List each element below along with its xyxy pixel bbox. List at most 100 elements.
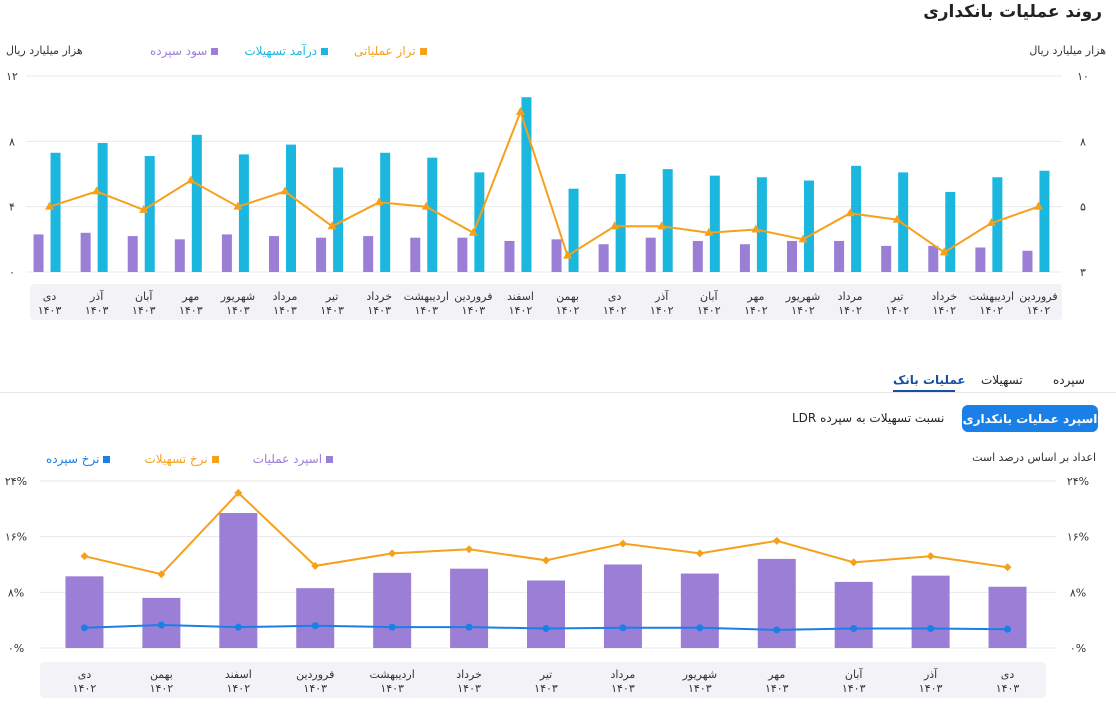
bar-deposit-profit [598, 244, 609, 272]
y-tick-label: ۴ [9, 201, 15, 214]
y-tick-label-right: ۸% [1070, 586, 1086, 599]
x-tick-label: بهمن [556, 290, 579, 303]
x-tick-label: خرداد [366, 290, 392, 303]
point-deposit-rate [465, 623, 473, 631]
bar-deposit-profit [551, 239, 562, 272]
point-operating-balance [751, 224, 761, 233]
x-tick-label-year: ۱۴۰۲ [556, 304, 580, 317]
x-tick-label-year: ۱۴۰۳ [996, 682, 1020, 695]
chart1-svg: ۰ ۳۴ ۵۸ ۸۱۲ ۱۰فروردین۱۴۰۲اردیبهشت۱۴۰۲خرداد۱۴… [6, 70, 1089, 320]
chart1-left-unit: هزار میلیارد ریال [6, 44, 83, 57]
tab-deposit[interactable]: سپرده [1053, 373, 1085, 387]
point-loan-rate [465, 545, 474, 554]
x-tick-label: شهریور [682, 668, 717, 681]
legend-operating-balance[interactable]: تراز عملیاتی [354, 44, 427, 58]
x-tick-label: شهریور [220, 290, 255, 303]
legend-swatch [326, 455, 334, 463]
bar-deposit-profit [787, 240, 797, 272]
bar-deposit-profit [316, 237, 327, 272]
point-operating-balance [845, 208, 855, 217]
point-deposit-rate [311, 622, 319, 630]
bar-deposit-profit [269, 236, 279, 272]
x-tick-label-year: ۱۴۰۳ [688, 682, 712, 695]
spread-tab-label: اسپرد عملیات بانکداری [962, 411, 1098, 426]
y-tick-label-right: ۸ [1080, 135, 1086, 148]
chart1-right-unit: هزار میلیارد ریال [1029, 44, 1106, 57]
tab-loans[interactable]: تسهیلات [981, 373, 1023, 387]
y-tick-label: ۱۶% [5, 531, 27, 544]
bar-loan-income [662, 169, 673, 272]
x-tick-label: بهمن [150, 668, 173, 681]
spread-tab-button[interactable]: اسپرد عملیات بانکداری [962, 405, 1098, 432]
bar-deposit-profit [363, 236, 374, 272]
point-deposit-rate [696, 624, 704, 632]
bar-loan-income [380, 152, 391, 272]
x-tick-label-year: ۱۴۰۲ [650, 304, 674, 317]
point-deposit-rate [234, 623, 242, 631]
x-tick-label: آبان [700, 289, 718, 303]
bar-deposit-profit [881, 245, 892, 272]
point-loan-rate [311, 561, 320, 570]
x-tick-label-year: ۱۴۰۳ [303, 682, 327, 695]
x-tick-label-year: ۱۴۰۳ [457, 682, 481, 695]
x-tick-label: مرداد [838, 290, 863, 303]
legend-deposit-rate[interactable]: نرخ سپرده [46, 452, 111, 466]
tab-bank-operations[interactable]: عملیات بانک [893, 373, 966, 387]
x-tick-label: آبان [845, 667, 863, 681]
bar-loan-income [898, 172, 909, 272]
legend-deposit-profit[interactable]: سود سپرده [150, 44, 219, 58]
x-tick-label-year: ۱۴۰۲ [980, 304, 1004, 317]
y-tick-label: ۸% [8, 586, 24, 599]
legend-loan-rate[interactable]: نرخ تسهیلات [144, 452, 219, 466]
bar-deposit-profit [80, 232, 91, 272]
chart2-legend: نرخ سپرده نرخ تسهیلات اسپرد عملیات [46, 452, 334, 466]
bar-loan-income [568, 188, 579, 272]
x-tick-label-year: ۱۴۰۳ [380, 682, 404, 695]
point-loan-rate [1003, 563, 1012, 572]
bar-deposit-profit [504, 240, 515, 272]
legend-label: تراز عملیاتی [354, 44, 416, 58]
x-tick-label: تیر [890, 290, 903, 303]
bar-loan-income [945, 191, 956, 272]
legend-swatch [211, 47, 219, 55]
ldr-tab-button[interactable]: نسبت تسهیلات به سپرده LDR [792, 411, 945, 425]
active-tab-indicator [893, 390, 955, 392]
bar-deposit-profit [928, 245, 939, 272]
bar-loan-income [238, 154, 249, 272]
x-tick-label-year: ۱۴۰۲ [791, 304, 815, 317]
point-loan-rate [234, 488, 243, 497]
x-tick-label-year: ۱۴۰۳ [38, 304, 62, 317]
bar-loan-income [851, 165, 862, 272]
legend-operating-spread[interactable]: اسپرد عملیات [253, 452, 334, 466]
point-operating-balance [139, 204, 149, 213]
point-operating-balance [892, 214, 902, 223]
point-operating-balance [45, 201, 55, 210]
x-tick-label-year: ۱۴۰۲ [603, 304, 627, 317]
y-tick-label: ۱۲ [6, 70, 18, 83]
point-loan-rate [772, 536, 781, 545]
x-tick-label-year: ۱۴۰۲ [1027, 304, 1051, 317]
y-tick-label: ۰% [8, 642, 24, 655]
bar-loan-income [333, 167, 344, 272]
chart2-note: اعداد بر اساس درصد است [972, 451, 1096, 464]
legend-swatch [321, 47, 329, 55]
point-loan-rate [618, 539, 627, 548]
x-tick-label: اردیبهشت [404, 290, 449, 303]
x-tick-label: دی [608, 290, 622, 303]
point-loan-rate [926, 552, 935, 561]
point-operating-balance [939, 247, 949, 256]
page-title: روند عملیات بانکداری [923, 2, 1102, 22]
x-tick-label-year: ۱۴۰۲ [885, 304, 909, 317]
bar-operating-spread [757, 558, 796, 648]
legend-loan-income[interactable]: درآمد تسهیلات [244, 44, 329, 58]
x-tick-label-year: ۱۴۰۳ [85, 304, 109, 317]
x-tick-label: فروردین [1019, 290, 1057, 303]
x-tick-label: آذر [89, 289, 104, 303]
tabs-divider [0, 392, 1116, 393]
point-operating-balance [280, 186, 290, 195]
bar-loan-income [97, 142, 108, 272]
y-tick-label-right: ۱۰ [1077, 70, 1089, 83]
bar-loan-income [709, 175, 720, 272]
bar-deposit-profit [975, 247, 986, 272]
y-tick-label-right: ۳ [1080, 266, 1086, 279]
